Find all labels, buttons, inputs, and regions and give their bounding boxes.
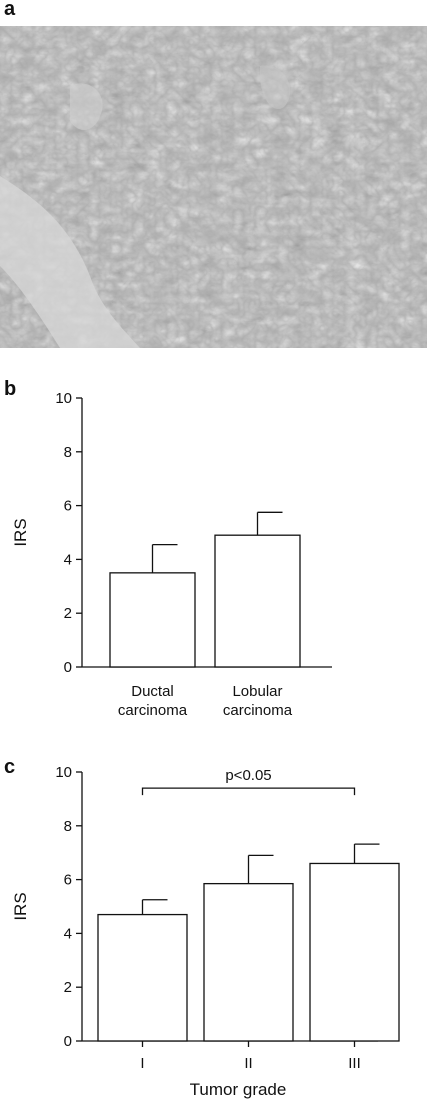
panel-label-b: b <box>4 378 17 400</box>
bar-3 <box>309 862 400 1042</box>
panel-label-a: a <box>4 0 16 20</box>
y-tick-label: 2 <box>64 979 72 996</box>
y-tick-label: 6 <box>64 872 72 889</box>
y-axis-label: IRS <box>11 892 30 920</box>
bar-1 <box>97 913 188 1042</box>
bar-2 <box>203 882 294 1042</box>
x-tick-label-3: III <box>348 1055 361 1072</box>
y-tick-label: 8 <box>64 444 72 461</box>
y-tick-label: 4 <box>64 925 72 942</box>
significance-label: p<0.05 <box>225 767 271 784</box>
x-tick-label-2: II <box>244 1055 252 1072</box>
x-axis-label: Tumor grade <box>190 1080 287 1099</box>
y-tick-label: 10 <box>55 764 72 781</box>
bar-2 <box>214 534 301 668</box>
panel-label-c: c <box>4 756 16 778</box>
y-tick-label: 2 <box>64 605 72 622</box>
x-tick-label-1: carcinoma <box>118 702 188 719</box>
y-axis-label: IRS <box>11 518 30 546</box>
y-tick-label: 4 <box>64 551 72 568</box>
significance-bracket <box>141 787 356 796</box>
x-tick-label-1: I <box>140 1055 144 1072</box>
x-tick-label-2: Lobular <box>232 683 282 700</box>
x-tick-label-1: Ductal <box>131 683 174 700</box>
y-tick-label: 8 <box>64 818 72 835</box>
chart-b-irs-by-histology: 0 2 4 6 8 10 IRS Ductal carcinoma Lobular carcinom… <box>11 390 332 719</box>
y-tick-label: 0 <box>64 659 72 676</box>
y-tick-label: 6 <box>64 498 72 515</box>
histology-micrograph-image <box>0 26 427 348</box>
y-tick-label: 10 <box>55 390 72 407</box>
y-tick-label: 0 <box>64 1033 72 1050</box>
bar-1 <box>109 572 196 668</box>
x-tick-label-2: carcinoma <box>223 702 293 719</box>
